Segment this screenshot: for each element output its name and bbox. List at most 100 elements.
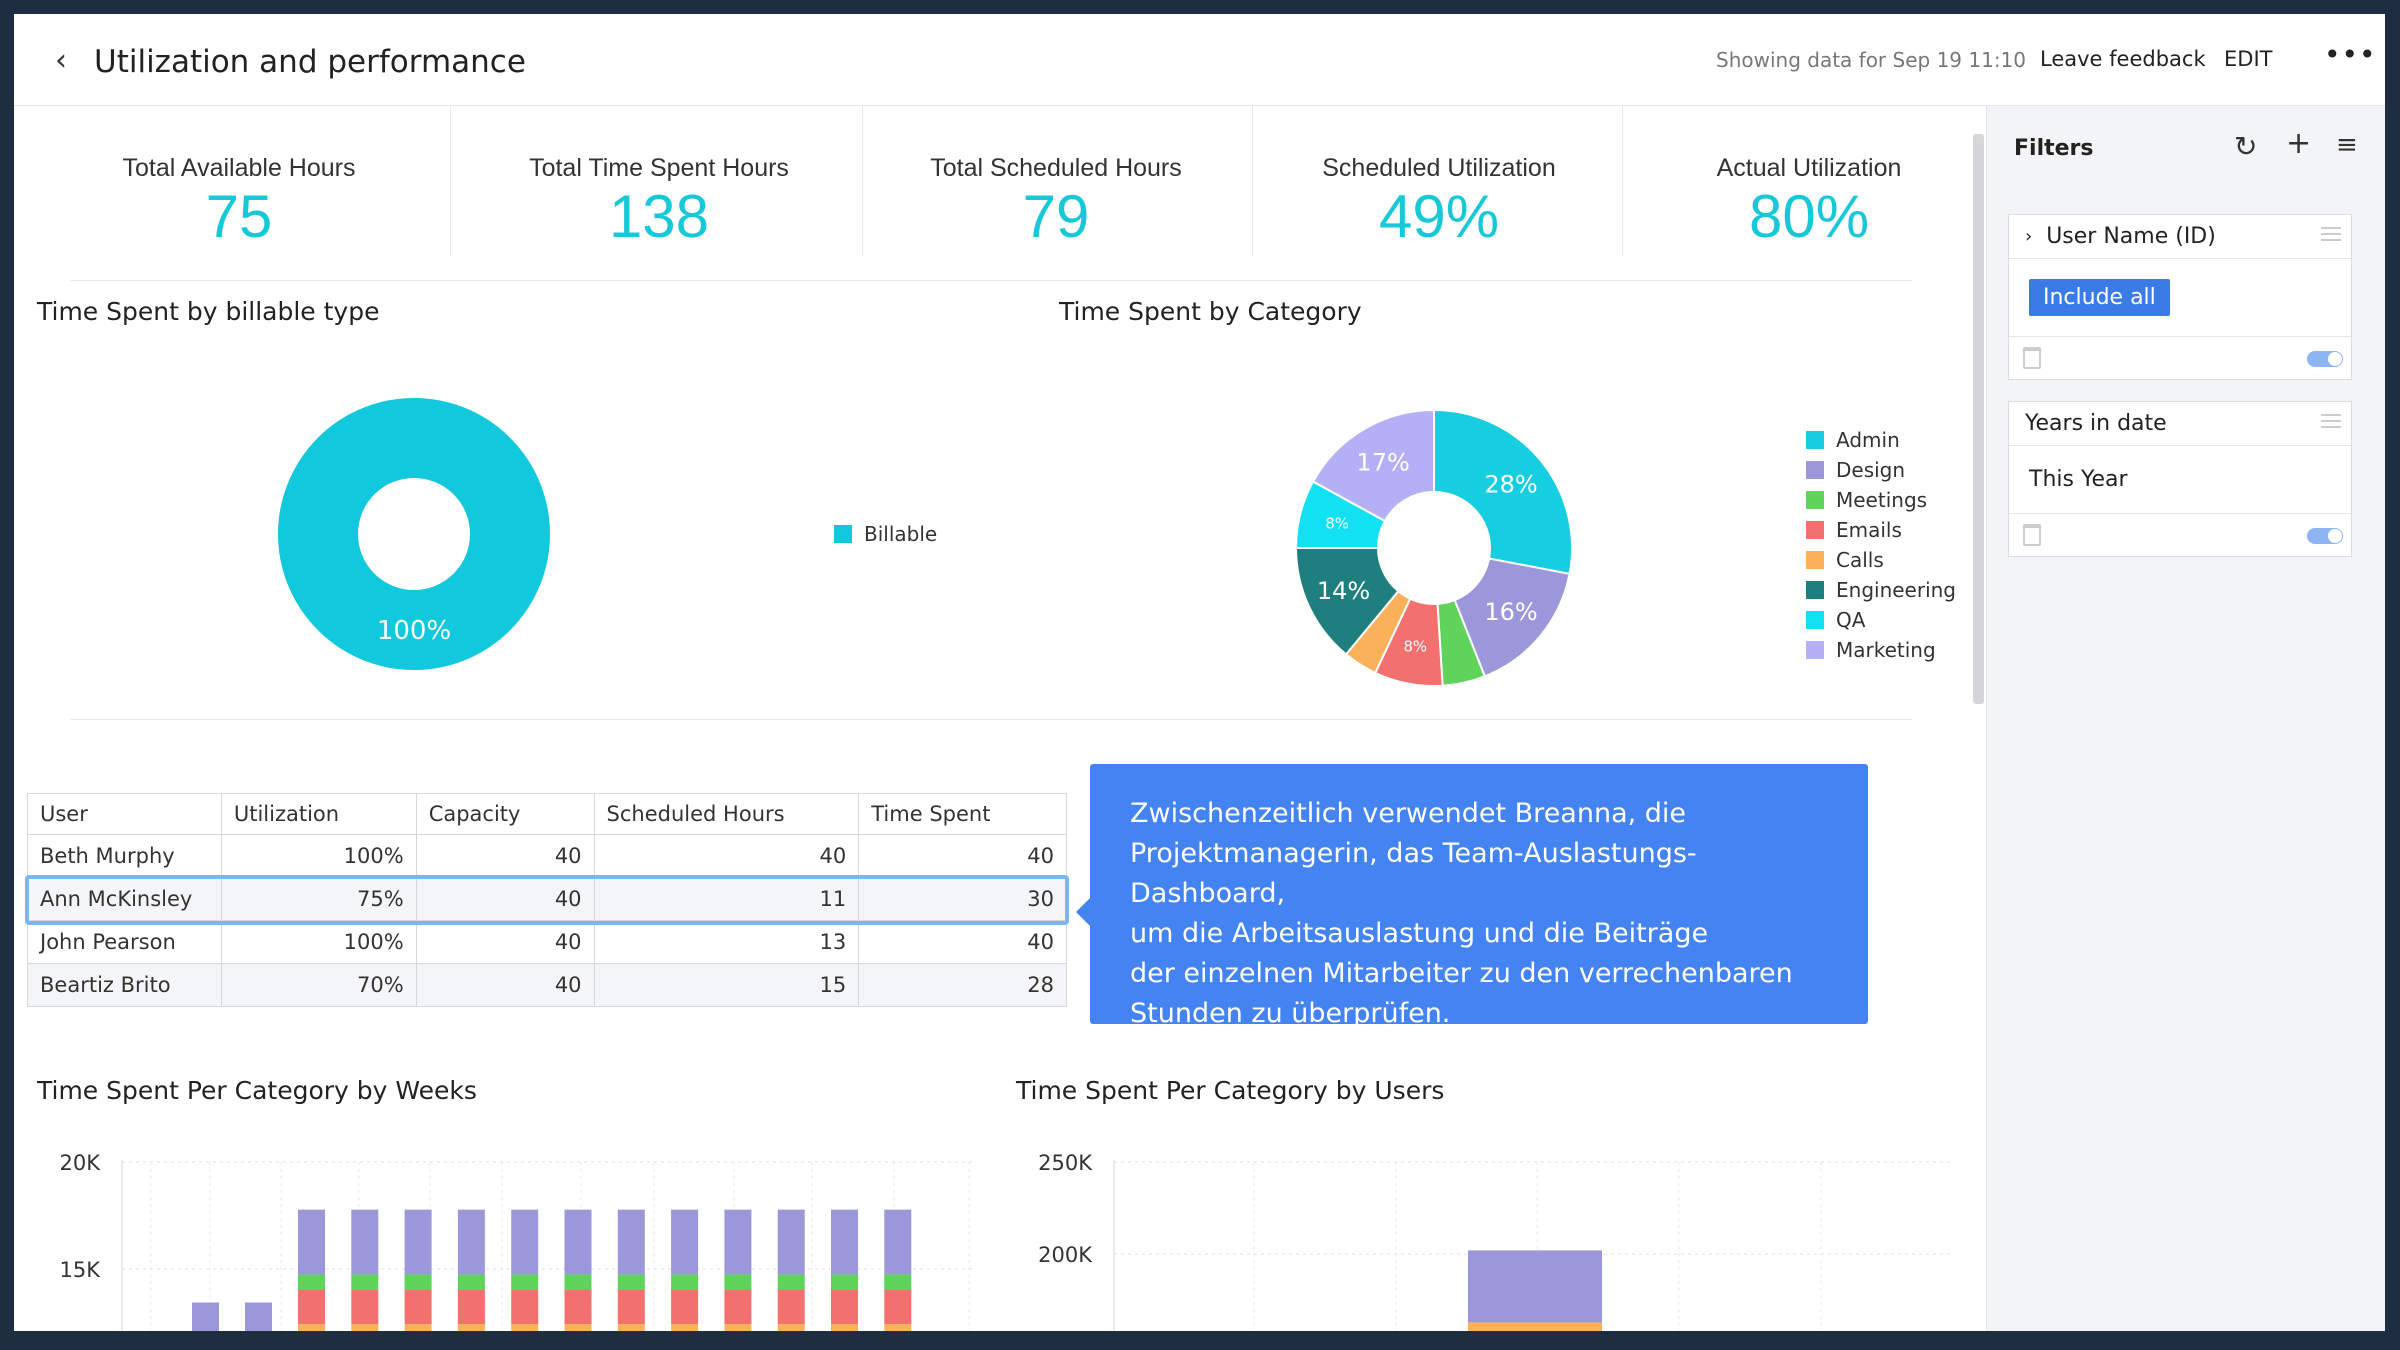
filter-toggle[interactable] [2307,351,2343,367]
table-row[interactable]: Beartiz Brito 70% 40 15 28 [27,963,1067,1007]
bar-segment-design[interactable] [884,1209,912,1275]
leave-feedback-button[interactable]: Leave feedback [2040,47,2206,71]
bar-segment-calls[interactable] [831,1324,858,1331]
bar-segment-emails[interactable] [457,1289,485,1325]
bar-segment-calls[interactable] [777,1324,805,1331]
bar-segment-design[interactable] [617,1209,645,1275]
bar-segment-meetings[interactable] [671,1274,699,1290]
drag-handle-icon[interactable] [2321,227,2341,241]
bar-segment-design[interactable] [777,1209,805,1275]
trash-icon[interactable] [2023,524,2041,546]
bar-segment-calls[interactable] [457,1324,485,1331]
include-all-button[interactable]: Include all [2029,279,2170,316]
bar-segment-emails[interactable] [564,1289,592,1325]
plus-icon[interactable]: + [2286,126,2312,161]
bar-segment-calls[interactable] [671,1324,699,1331]
bar-segment-meetings[interactable] [564,1274,592,1290]
bar-segment-emails[interactable] [351,1289,379,1325]
bar-segment-design[interactable] [245,1302,272,1331]
back-icon[interactable]: ‹ [55,43,67,78]
bar-segment-design[interactable] [404,1209,432,1275]
filter-value: This Year [2029,467,2128,492]
utilization-cell: 100% [220,920,417,964]
bar-segment-design[interactable] [724,1209,752,1275]
bar-segment-meetings[interactable] [724,1274,752,1290]
filter-toggle[interactable] [2307,528,2343,544]
column-header[interactable]: User [27,793,222,835]
edit-button[interactable]: EDIT [2224,47,2273,71]
table-row[interactable]: Ann McKinsley 75% 40 11 30 [27,877,1067,921]
donut-slice-marketing[interactable] [1311,408,1435,523]
column-header[interactable]: Scheduled Hours [593,793,860,835]
bar-segment-emails[interactable] [777,1289,805,1325]
drag-handle-icon[interactable] [2321,414,2341,428]
legend-label: Billable [864,522,938,546]
bar-segment-emails[interactable] [298,1289,325,1325]
filter-body[interactable]: This Year [2009,446,2351,514]
bar-segment-meetings[interactable] [457,1274,485,1290]
donut-slice-billable[interactable] [278,398,550,670]
refresh-icon[interactable]: ↻ [2234,130,2258,163]
bar-segment-meetings[interactable] [404,1274,432,1290]
donut-slice-engineering[interactable] [1294,547,1400,656]
bar-segment-design[interactable] [1468,1250,1602,1323]
bar-segment-design[interactable] [351,1209,379,1275]
bar-segment-design[interactable] [831,1209,858,1275]
bar-segment-meetings[interactable] [351,1274,379,1290]
column-header[interactable]: Capacity [415,793,595,835]
trash-icon[interactable] [2023,347,2041,369]
bar-segment-calls[interactable] [1468,1322,1602,1331]
bar-segment-meetings[interactable] [831,1274,858,1290]
utilization-cell: 70% [220,963,417,1007]
bar-segment-calls[interactable] [298,1324,325,1331]
donut-slice-design[interactable] [1453,557,1571,678]
bar-segment-calls[interactable] [617,1324,645,1331]
kpi-divider [862,106,863,256]
bar-segment-design[interactable] [298,1209,325,1275]
bar-segment-meetings[interactable] [777,1274,805,1290]
bar-segment-emails[interactable] [831,1289,858,1325]
bar-segment-design[interactable] [192,1302,219,1331]
filter-header[interactable]: › User Name (ID) [2009,215,2351,259]
callout-line: Projektmanagerin, das Team-Auslastungs-D… [1130,838,1697,909]
callout-line: der einzelnen Mitarbeiter zu den verrech… [1130,958,1793,989]
bar-segment-design[interactable] [671,1209,699,1275]
menu-icon[interactable]: ≡ [2336,130,2358,160]
bar-segment-meetings[interactable] [298,1274,325,1290]
bar-segment-calls[interactable] [404,1324,432,1331]
table-header-row: User Utilization Capacity Scheduled Hour… [27,793,1067,835]
filter-header[interactable]: Years in date [2009,402,2351,446]
billable-legend: Billable [834,519,937,549]
bar-segment-meetings[interactable] [884,1274,912,1290]
main-scrollbar[interactable] [1973,134,1984,704]
table-row[interactable]: John Pearson 100% 40 13 40 [27,920,1067,964]
bar-segment-emails[interactable] [404,1289,432,1325]
kpi-value: 49% [1378,183,1500,250]
bar-segment-meetings[interactable] [617,1274,645,1290]
bar-segment-emails[interactable] [884,1289,912,1325]
bar-segment-emails[interactable] [617,1289,645,1325]
column-header[interactable]: Time Spent [858,793,1067,835]
legend-label: Emails [1836,518,1902,542]
legend-label: Design [1836,458,1906,482]
scheduled-hours-cell: 40 [593,834,860,878]
table-row[interactable]: Beth Murphy 100% 40 40 40 [27,834,1067,878]
bar-segment-calls[interactable] [724,1324,752,1331]
more-options-icon[interactable]: ••• [2324,38,2377,71]
bar-segment-design[interactable] [511,1209,539,1275]
filter-name: User Name (ID) [2046,224,2216,249]
bar-segment-design[interactable] [564,1209,592,1275]
bar-segment-emails[interactable] [671,1289,699,1325]
bar-segment-design[interactable] [457,1209,485,1275]
bar-segment-meetings[interactable] [511,1274,539,1290]
bar-segment-calls[interactable] [351,1324,379,1331]
bar-segment-emails[interactable] [724,1289,752,1325]
chevron-right-icon[interactable]: › [2025,226,2033,247]
bar-segment-emails[interactable] [511,1289,539,1325]
bar-segment-calls[interactable] [564,1324,592,1331]
bar-segment-calls[interactable] [884,1324,912,1331]
donut-slice-admin[interactable] [1433,408,1573,576]
bar-segment-calls[interactable] [511,1324,539,1331]
column-header[interactable]: Utilization [220,793,417,835]
kpi-value: 79 [1022,183,1090,250]
